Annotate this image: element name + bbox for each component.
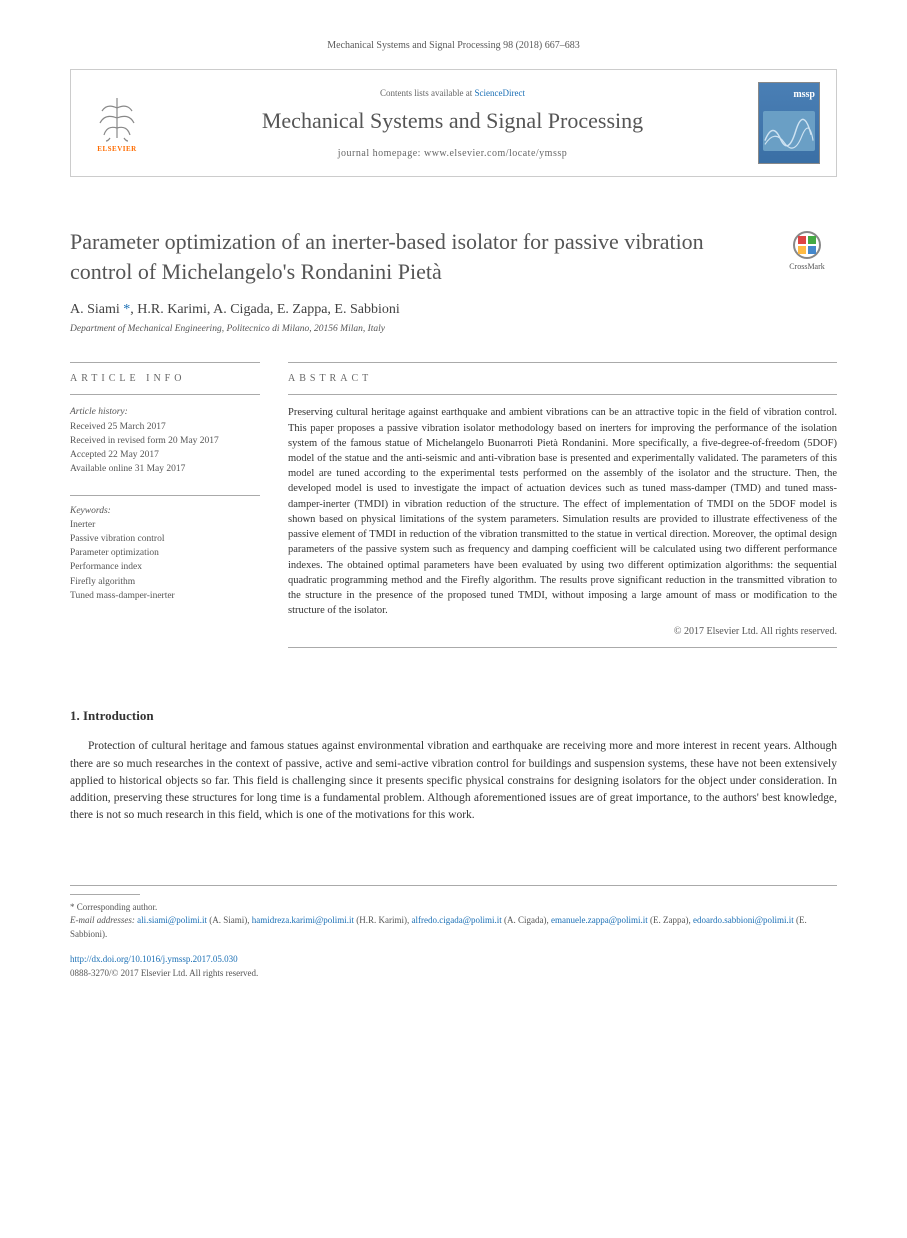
introduction-paragraph: Protection of cultural heritage and famo… <box>70 738 837 824</box>
homepage-url: www.elsevier.com/locate/ymssp <box>424 148 567 159</box>
email-link[interactable]: alfredo.cigada@polimi.it <box>409 915 502 925</box>
article-info-header: ARTICLE INFO <box>70 373 260 384</box>
keywords-label: Keywords: <box>70 506 260 516</box>
footer: * Corresponding author. E-mail addresses… <box>70 885 837 981</box>
history-received: Received 25 March 2017 <box>70 422 166 432</box>
contents-prefix: Contents lists available at <box>380 88 474 98</box>
introduction-heading: 1. Introduction <box>70 708 837 724</box>
keyword-item: Firefly algorithm <box>70 575 260 589</box>
keywords-list: InerterPassive vibration controlParamete… <box>70 518 260 604</box>
journal-name: Mechanical Systems and Signal Processing <box>163 108 742 134</box>
keyword-item: Passive vibration control <box>70 532 260 546</box>
abstract-copyright: © 2017 Elsevier Ltd. All rights reserved… <box>288 626 837 637</box>
journal-header-box: ELSEVIER Contents lists available at Sci… <box>70 69 837 177</box>
emails-label: E-mail addresses: <box>70 915 135 925</box>
journal-cover-abbrev: mssp <box>793 89 815 100</box>
corresponding-author-note: * Corresponding author. <box>70 901 837 915</box>
email-link[interactable]: emanuele.zappa@polimi.it <box>549 915 648 925</box>
abstract-header: ABSTRACT <box>288 373 837 384</box>
history-accepted: Accepted 22 May 2017 <box>70 450 159 460</box>
affiliation: Department of Mechanical Engineering, Po… <box>70 324 837 334</box>
authors-rest: , H.R. Karimi, A. Cigada, E. Zappa, E. S… <box>130 302 399 317</box>
history-online: Available online 31 May 2017 <box>70 464 185 474</box>
history-label: Article history: <box>70 407 128 417</box>
article-history: Article history: Received 25 March 2017 … <box>70 405 260 476</box>
doi-line: http://dx.doi.org/10.1016/j.ymssp.2017.0… <box>70 953 837 967</box>
journal-cover-thumbnail: mssp <box>758 82 820 164</box>
crossmark-icon <box>793 231 821 259</box>
abstract-bottom-rule <box>288 647 837 648</box>
journal-cover-graphic <box>763 111 815 151</box>
email-who: (E. Zappa), <box>648 915 691 925</box>
header-center: Contents lists available at ScienceDirec… <box>163 88 742 159</box>
doi-link[interactable]: http://dx.doi.org/10.1016/j.ymssp.2017.0… <box>70 954 238 964</box>
authors-line: A. Siami *, H.R. Karimi, A. Cigada, E. Z… <box>70 302 837 318</box>
email-who: (H.R. Karimi), <box>354 915 409 925</box>
email-who: (A. Siami), <box>207 915 250 925</box>
abstract-mid-rule <box>288 394 837 395</box>
title-row: Parameter optimization of an inerter-bas… <box>70 227 837 286</box>
keyword-item: Inerter <box>70 518 260 532</box>
crossmark-badge[interactable]: CrossMark <box>777 231 837 271</box>
article-info-column: ARTICLE INFO Article history: Received 2… <box>70 362 260 678</box>
abstract-column: ABSTRACT Preserving cultural heritage ag… <box>288 362 837 678</box>
email-link[interactable]: hamidreza.karimi@polimi.it <box>249 915 354 925</box>
keyword-item: Tuned mass-damper-inerter <box>70 589 260 603</box>
info-abstract-row: ARTICLE INFO Article history: Received 2… <box>70 362 837 678</box>
email-link[interactable]: edoardo.sabbioni@polimi.it <box>691 915 794 925</box>
article-title: Parameter optimization of an inerter-bas… <box>70 227 757 286</box>
crossmark-label: CrossMark <box>789 262 825 271</box>
homepage-line: journal homepage: www.elsevier.com/locat… <box>163 148 742 159</box>
citation-line: Mechanical Systems and Signal Processing… <box>70 40 837 51</box>
abstract-top-rule <box>288 362 837 363</box>
abstract-text: Preserving cultural heritage against ear… <box>288 405 837 618</box>
emails-line: E-mail addresses: ali.siami@polimi.it (A… <box>70 914 837 941</box>
author-siami: A. Siami <box>70 302 120 317</box>
keyword-item: Performance index <box>70 560 260 574</box>
info-mid-rule <box>70 394 260 395</box>
keyword-item: Parameter optimization <box>70 546 260 560</box>
keywords-rule <box>70 495 260 496</box>
sciencedirect-link[interactable]: ScienceDirect <box>475 88 525 98</box>
homepage-prefix: journal homepage: <box>338 148 424 159</box>
elsevier-tree-icon <box>92 93 142 143</box>
email-who: (A. Cigada), <box>502 915 549 925</box>
elsevier-logo: ELSEVIER <box>87 88 147 158</box>
info-top-rule <box>70 362 260 363</box>
issn-copyright: 0888-3270/© 2017 Elsevier Ltd. All right… <box>70 967 837 981</box>
footer-divider <box>70 894 140 895</box>
emails-container: ali.siami@polimi.it (A. Siami), hamidrez… <box>70 915 807 939</box>
publisher-name: ELSEVIER <box>97 145 136 153</box>
contents-available-line: Contents lists available at ScienceDirec… <box>163 88 742 98</box>
email-link[interactable]: ali.siami@polimi.it <box>137 915 207 925</box>
history-revised: Received in revised form 20 May 2017 <box>70 436 219 446</box>
